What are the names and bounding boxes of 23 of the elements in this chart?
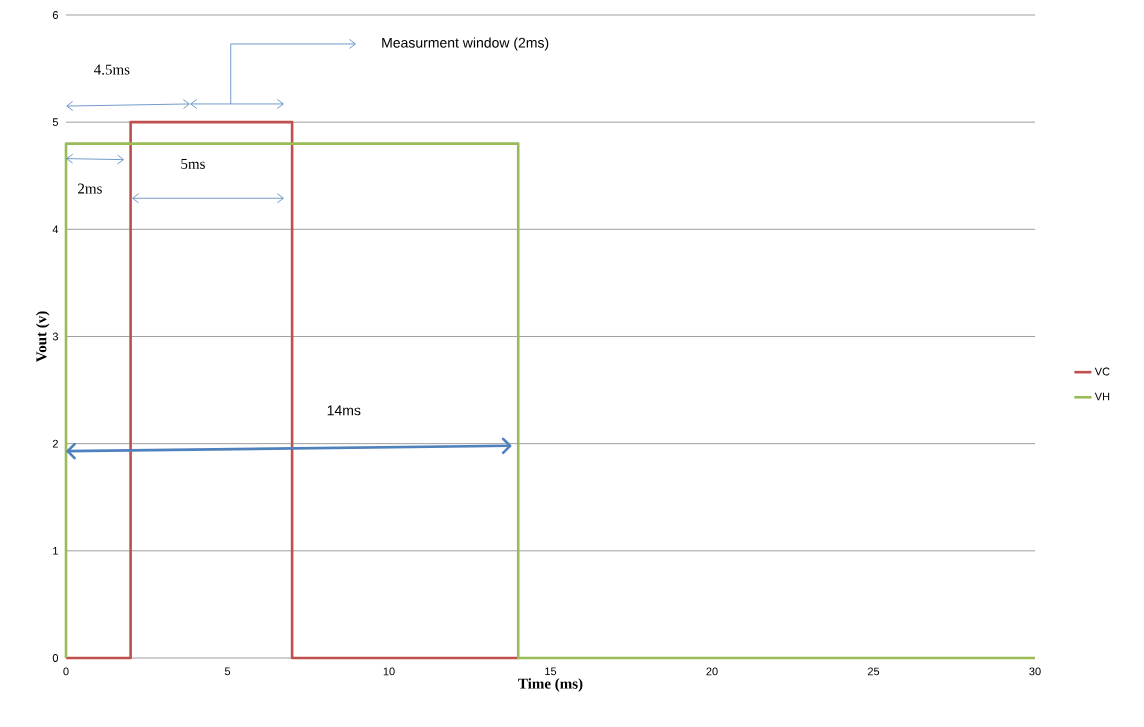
x-tick-label: 5 [224, 667, 231, 676]
x-tick-label: 0 [63, 667, 69, 676]
annotation: 4.5ms [94, 64, 130, 75]
y-tick-label: 0 [52, 654, 59, 662]
x-tick-label: 10 [383, 667, 395, 676]
x-tick-label: 20 [706, 667, 718, 676]
y-tick-label: 5 [52, 118, 58, 126]
legend-label: VH [1094, 392, 1110, 401]
y-tick-label: 6 [52, 11, 58, 19]
y-axis-title: Vout (v) [35, 311, 50, 363]
x-tick-label: 25 [867, 667, 880, 676]
annotation: 2ms [78, 183, 102, 194]
y-tick-label: 2 [52, 439, 58, 448]
legend-label: VC [1094, 367, 1110, 376]
y-tick-label: 4 [52, 225, 59, 234]
annotation: Measurment window (2ms) [382, 37, 549, 51]
x-tick-label: 30 [1029, 667, 1041, 676]
annotation: 14ms [327, 405, 361, 416]
x-tick-label: 15 [545, 667, 557, 676]
x-axis-title: Time (ms) [518, 678, 583, 692]
y-tick-label: 1 [53, 547, 58, 555]
y-tick-label: 3 [52, 332, 58, 341]
annotation: 5ms [181, 158, 205, 169]
